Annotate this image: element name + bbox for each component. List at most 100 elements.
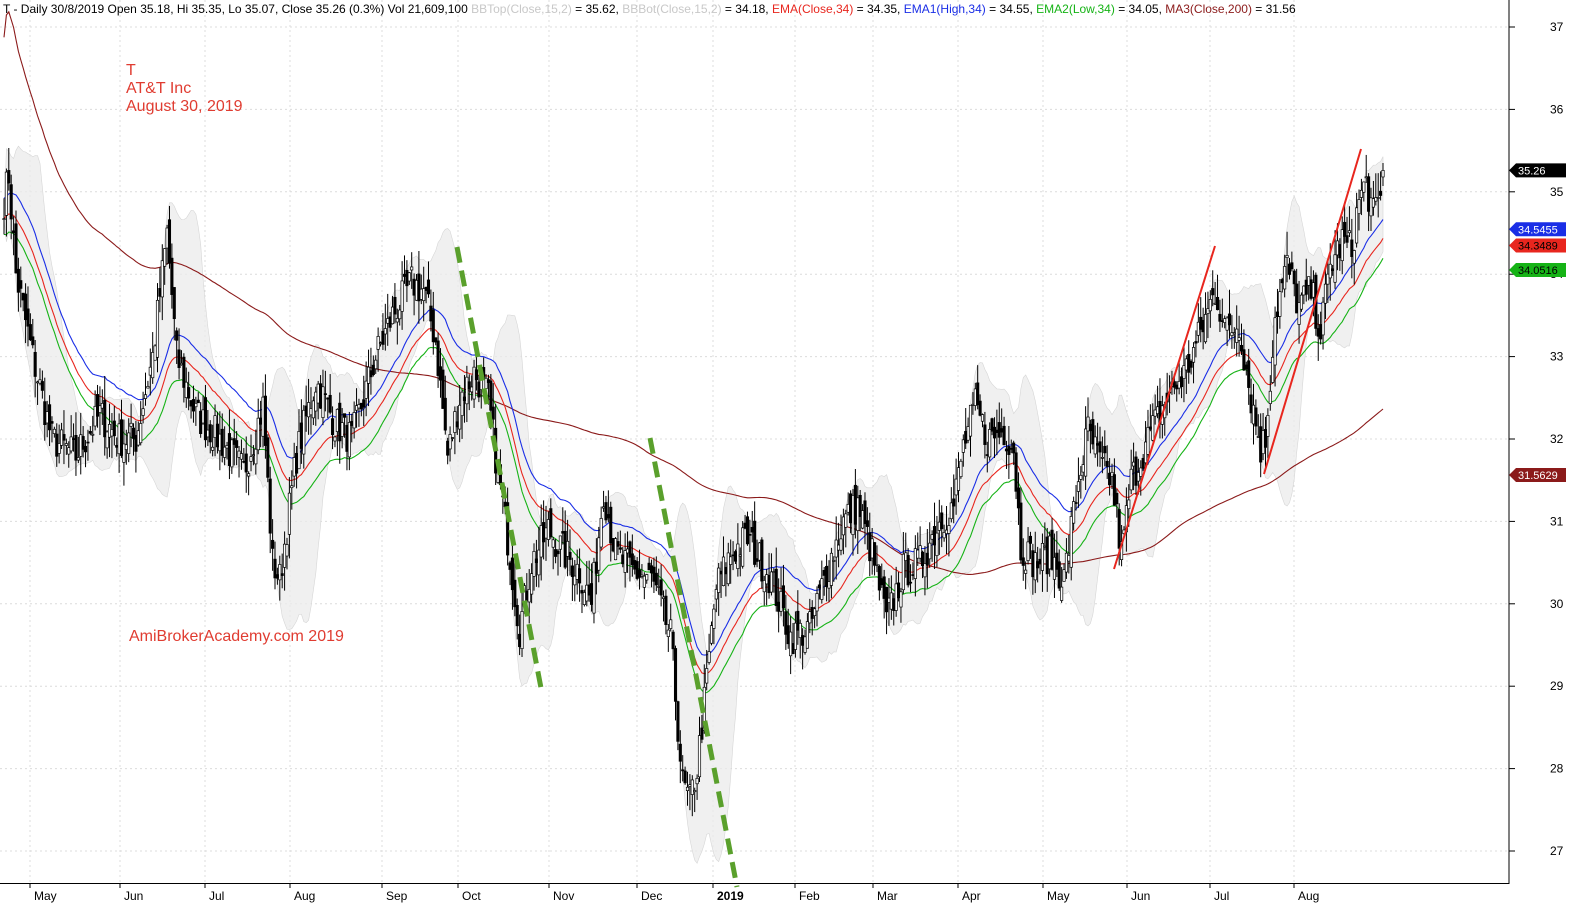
- candle-body: [798, 622, 802, 638]
- candle-body: [743, 522, 747, 529]
- candle-body: [599, 518, 603, 548]
- candle-body: [1060, 586, 1064, 601]
- candle-body: [95, 394, 100, 417]
- candle-body: [129, 422, 133, 427]
- candle-body: [1139, 467, 1143, 477]
- candle-body: [865, 520, 869, 527]
- candle-body: [268, 478, 272, 534]
- candle-body: [1081, 464, 1085, 473]
- x-tick-label: Sep: [386, 889, 408, 903]
- x-tick-label: Jun: [1131, 889, 1150, 903]
- candle-body: [988, 429, 992, 458]
- candle-body: [165, 227, 169, 249]
- candle-body: [1134, 456, 1138, 486]
- candle-body: [913, 548, 917, 579]
- x-tick-label: May: [1047, 889, 1070, 903]
- candle-body: [67, 447, 71, 455]
- x-tick-label: Aug: [1298, 889, 1319, 903]
- candle-body: [733, 551, 738, 562]
- y-tick-label: 37: [1550, 20, 1564, 34]
- header-indicator-value-1: = 34.18,: [722, 2, 769, 16]
- candle-body: [1237, 337, 1241, 341]
- candle-body: [1004, 448, 1009, 452]
- candle-body: [417, 273, 421, 302]
- candle-body: [321, 386, 325, 418]
- candle-body: [563, 530, 567, 568]
- green-dashed-trendline-1: [454, 246, 544, 689]
- red-trendline-1: [1113, 245, 1216, 570]
- candle-body: [271, 539, 275, 549]
- candle-body: [304, 405, 308, 417]
- candle-body: [611, 538, 615, 552]
- candle-body: [407, 272, 411, 282]
- candle-body: [640, 574, 644, 577]
- candle-body: [549, 508, 553, 538]
- chart-header: T - Daily 30/8/2019 Open 35.18, Hi 35.35…: [3, 2, 1296, 16]
- candle-body: [637, 569, 642, 578]
- candle-body: [844, 513, 848, 528]
- candle-body: [777, 601, 781, 612]
- candle-body: [506, 502, 510, 556]
- candle-body: [1321, 301, 1325, 336]
- candle-body: [486, 379, 490, 383]
- candle-body: [1227, 313, 1232, 326]
- candle-body: [146, 386, 150, 389]
- candle-body: [227, 433, 231, 466]
- candle-body: [259, 417, 263, 425]
- candle-body: [426, 279, 431, 295]
- candle-body: [1311, 282, 1316, 298]
- candle-body: [347, 422, 351, 458]
- candle-body: [1352, 250, 1356, 264]
- candle-body: [688, 784, 692, 787]
- candle-body: [681, 769, 685, 772]
- candle-body: [813, 608, 817, 616]
- x-tick-label: Jun: [124, 889, 143, 903]
- candle-body: [784, 611, 788, 635]
- candle-body: [793, 622, 797, 650]
- candle-body: [160, 260, 164, 298]
- candle-body: [1347, 230, 1351, 234]
- candle-body: [1043, 545, 1047, 548]
- candle-body: [1259, 426, 1263, 463]
- candle-body: [285, 544, 289, 557]
- candle-body: [904, 552, 908, 561]
- ma200-line: [3, 10, 1384, 575]
- candle-body: [525, 590, 529, 601]
- candle-body: [633, 560, 637, 570]
- candle-body: [897, 582, 901, 599]
- candle-body: [386, 318, 390, 324]
- candle-body: [1203, 314, 1208, 343]
- candle-body: [1129, 468, 1133, 491]
- candle-body: [1182, 365, 1186, 379]
- candle-body: [36, 381, 40, 384]
- candle-body: [685, 786, 690, 791]
- candle-body: [877, 566, 881, 591]
- candle-body: [177, 349, 181, 368]
- candle-body: [1223, 318, 1227, 323]
- candle-body: [40, 381, 44, 391]
- candle-body: [1199, 316, 1203, 330]
- candle-body: [609, 506, 613, 544]
- candle-body: [62, 434, 66, 441]
- candle-body: [745, 516, 750, 545]
- candle-body: [16, 268, 20, 293]
- candle-body: [630, 553, 634, 566]
- candle-body: [1369, 197, 1373, 217]
- candle-body: [460, 391, 464, 417]
- candle-body: [1283, 266, 1287, 290]
- candle-body: [1096, 443, 1100, 446]
- red-trendline-2: [1263, 148, 1362, 475]
- candle-body: [1062, 569, 1066, 582]
- candle-body: [287, 492, 291, 535]
- candle-body: [458, 404, 462, 430]
- candle-body: [515, 604, 519, 627]
- candle-body: [820, 578, 824, 600]
- candle-body: [242, 460, 246, 463]
- bollinger-band: [3, 145, 1384, 864]
- y-tick-label: 29: [1550, 679, 1564, 693]
- candle-body: [1050, 529, 1054, 570]
- ema-high-line: [3, 192, 1384, 656]
- candle-body: [510, 557, 514, 591]
- candle-body: [1232, 332, 1236, 335]
- candle-body: [1208, 299, 1212, 312]
